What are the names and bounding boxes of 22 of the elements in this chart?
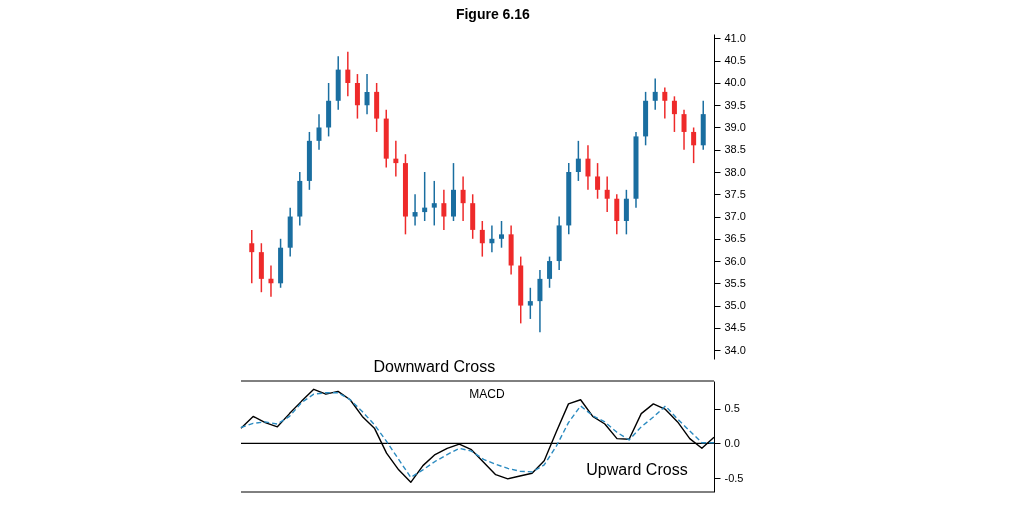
chart-title: Figure 6.16: [455, 6, 531, 23]
y-tick-label: 37.0: [724, 210, 746, 223]
y-tick-label: 34.5: [724, 321, 746, 334]
y-tick-label: 0.0: [724, 436, 740, 449]
y-tick-label: 38.0: [724, 165, 746, 178]
y-tick-label: 41.0: [724, 31, 746, 44]
annotation: Upward Cross: [586, 460, 688, 478]
annotation: Downward Cross: [373, 358, 496, 375]
y-tick-label: 38.5: [724, 143, 746, 156]
y-tick-label: 0.5: [724, 402, 740, 415]
y-tick-label: 36.0: [724, 254, 746, 267]
y-tick-label: 35.5: [724, 276, 746, 289]
y-tick-label: 39.0: [724, 120, 746, 133]
annotation: MACD: [469, 387, 505, 401]
y-tick-label: -0.5: [724, 471, 744, 484]
y-tick-label: 40.5: [724, 54, 746, 67]
y-tick-label: 37.5: [724, 187, 746, 200]
y-tick-label: 40.0: [724, 76, 746, 89]
y-tick-label: 36.5: [724, 232, 746, 245]
y-tick-label: 35.0: [724, 299, 746, 312]
y-tick-label: 39.5: [724, 98, 746, 111]
y-tick-label: 34.0: [724, 343, 746, 356]
